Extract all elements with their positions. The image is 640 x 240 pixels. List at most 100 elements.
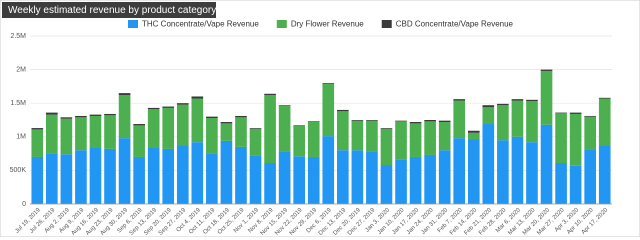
bar-segment [497, 140, 509, 204]
bar-segment [380, 165, 393, 204]
bar-segment [118, 138, 131, 204]
bar-segment [467, 130, 480, 133]
bar-segment [162, 107, 175, 149]
bar-segment [598, 97, 611, 99]
bar-segment [467, 139, 480, 204]
bar-segment [511, 99, 524, 101]
legend-swatch [276, 20, 287, 28]
bar-segment [293, 126, 305, 157]
bar-segment [60, 118, 73, 155]
bar-segment [307, 122, 320, 157]
bar-segment [147, 147, 160, 204]
bar-segment [249, 128, 262, 129]
bar-segment [555, 163, 567, 204]
bar-segment [147, 109, 160, 148]
bar-segment [220, 140, 233, 204]
bar-segment [453, 99, 466, 101]
bar-segment [366, 120, 378, 152]
bar-segment [511, 136, 524, 204]
bar-segment [31, 128, 44, 130]
bar-segment [526, 142, 538, 204]
bar-segment [60, 154, 73, 204]
bar-segment [307, 156, 320, 204]
y-tick-label: 2M [16, 66, 26, 73]
bar-segment [482, 107, 495, 125]
bar-segment [264, 93, 276, 96]
bar-segment [424, 121, 436, 155]
bar-segment [438, 120, 451, 123]
bar-segment [584, 116, 596, 150]
bar-segment [46, 114, 58, 154]
bar-segment [584, 115, 596, 117]
bar-segment [351, 150, 364, 204]
y-tick-label: 1.5M [10, 100, 26, 107]
bar-segment [249, 128, 262, 156]
legend-label: Dry Flower Revenue [291, 20, 364, 29]
bar-segment [293, 125, 305, 127]
chart-title: Weekly estimated revenue by product cate… [8, 5, 216, 16]
bar-segment [598, 145, 611, 204]
bar-segment [176, 104, 189, 146]
y-tick-label: 500K [10, 167, 27, 174]
bar-segment [191, 142, 204, 204]
bar-segment [191, 96, 204, 99]
bar-segment [380, 128, 393, 166]
bar-segment [438, 122, 451, 151]
bar-segment [235, 115, 247, 118]
bar-segment [235, 146, 247, 204]
bar-segment [395, 159, 407, 204]
bar-segment [380, 128, 393, 129]
bar-segment [366, 151, 378, 204]
bar-segment [337, 111, 349, 151]
bar-segment [191, 98, 204, 143]
bar-segment [162, 148, 175, 204]
bar-segment [162, 106, 175, 108]
bar-segment [540, 70, 553, 125]
bar-segment [337, 109, 349, 112]
bar-segment [60, 117, 73, 119]
bar-segment [89, 147, 102, 204]
bar-segment [540, 69, 553, 71]
bar-segment [409, 123, 422, 157]
bar-segment [322, 83, 335, 84]
bar-segment [46, 112, 58, 115]
bar-segment [89, 115, 102, 148]
bar-segment [395, 121, 407, 160]
bar-segment [104, 148, 116, 204]
bar-segment [424, 154, 436, 204]
bar-segment [46, 153, 58, 204]
bar-segment [104, 115, 116, 149]
bar-segment [235, 117, 247, 147]
y-tick-label: 0 [22, 201, 26, 208]
bar-segment [467, 132, 480, 140]
bar-segment [497, 103, 509, 106]
bar-segment [409, 156, 422, 204]
bar-segment [351, 120, 364, 121]
y-tick-label: 1M [16, 134, 26, 141]
title-bar [2, 2, 216, 18]
bar-segment [249, 155, 262, 204]
legend-label: CBD Concentrate/Vape Revenue [396, 20, 514, 29]
bar-segment [220, 123, 233, 141]
bar-segment [526, 99, 538, 102]
bar-segment [176, 145, 189, 204]
bar-segment [569, 112, 582, 114]
bar-segment [337, 150, 349, 204]
legend-swatch [128, 20, 138, 28]
bar-segment [598, 98, 611, 146]
bar-segment [133, 125, 145, 157]
bar-segment [540, 124, 553, 204]
bar-segment [206, 116, 218, 118]
bar-segment [75, 150, 87, 204]
bar-segment [322, 83, 335, 137]
bar-segment [555, 113, 567, 164]
bar-segment [133, 156, 145, 204]
bar-segment [438, 150, 451, 204]
bar-segment [424, 120, 436, 122]
bar-segment [453, 138, 466, 204]
bar-segment [31, 156, 44, 204]
bar-segment [264, 95, 276, 164]
bar-segment [133, 124, 145, 126]
bar-segment [89, 114, 102, 116]
